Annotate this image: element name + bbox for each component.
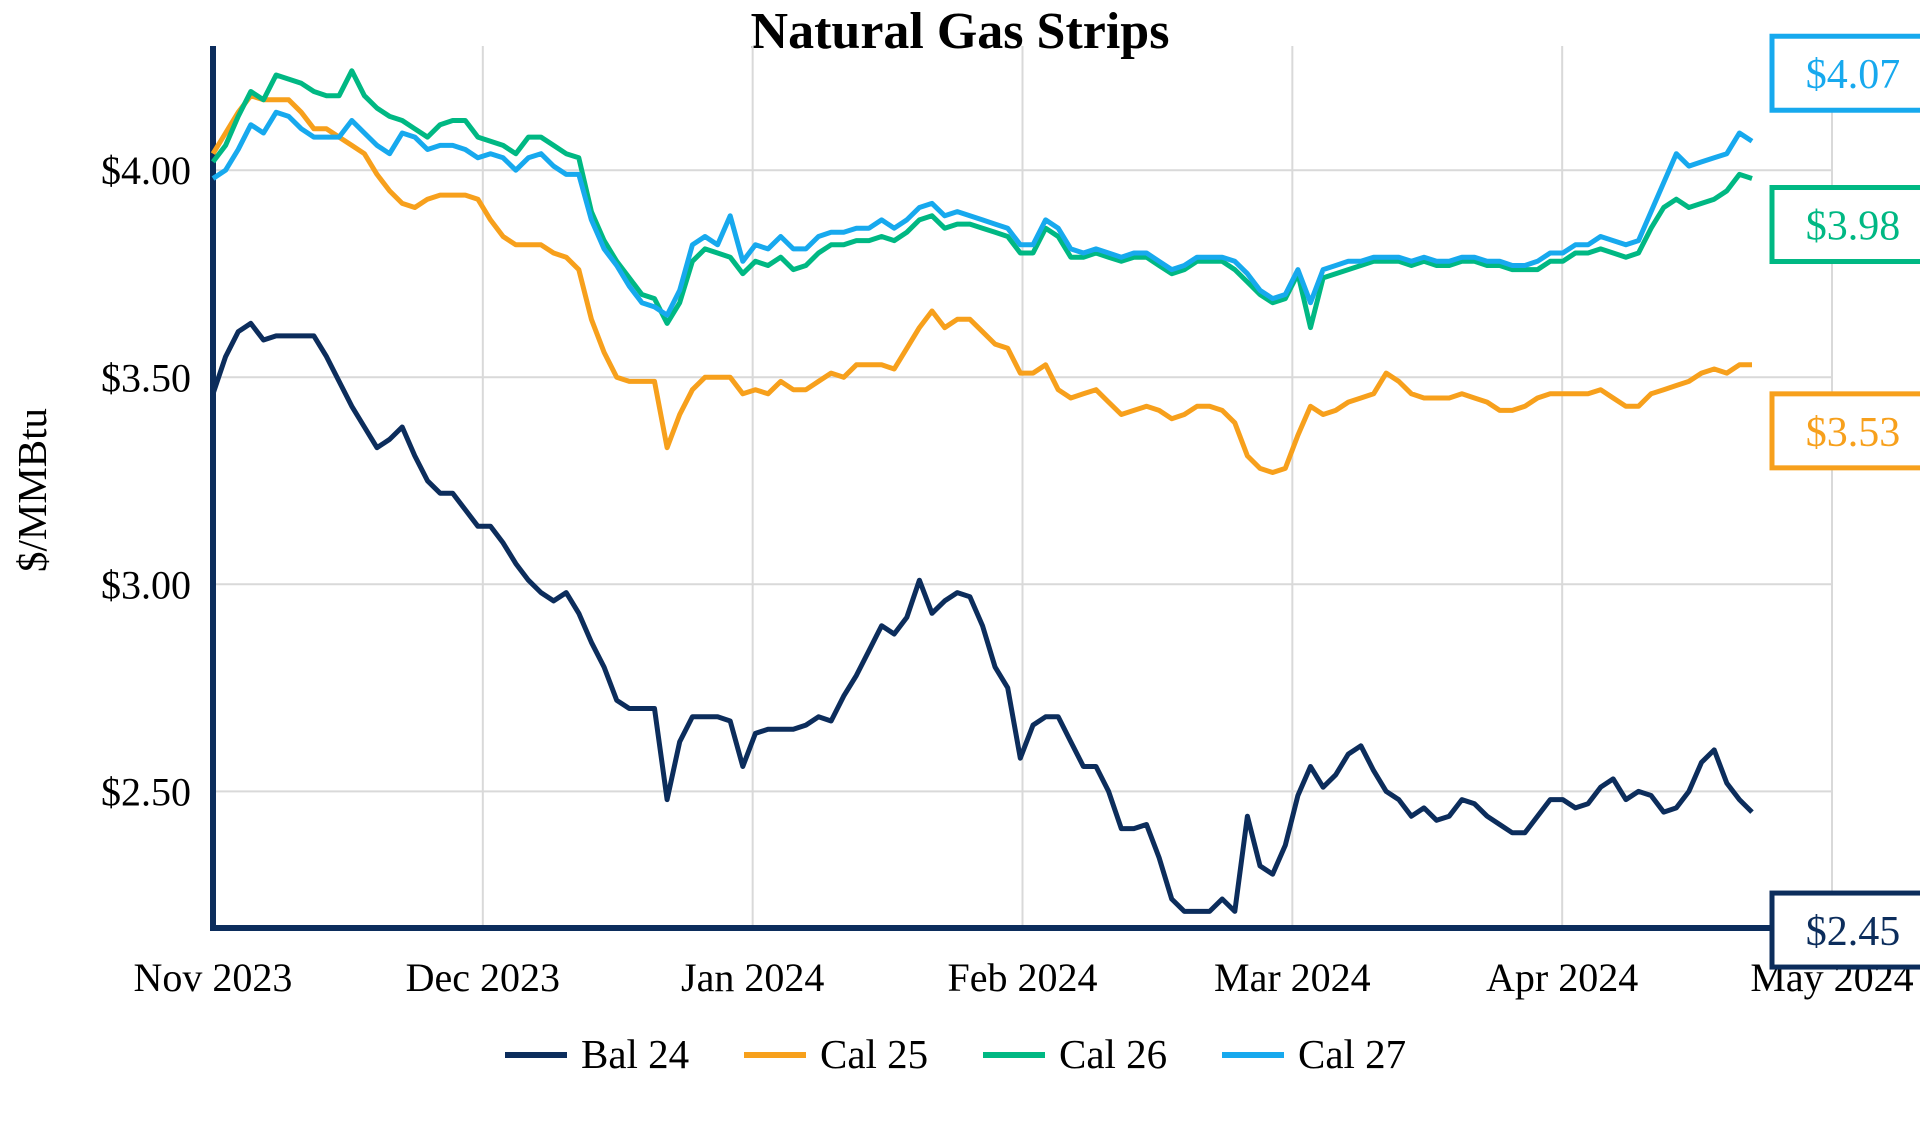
- callout-value-bal-24: $2.45: [1806, 909, 1901, 955]
- series-line-cal-26: [211, 68, 1753, 331]
- series-line-cal-27: [211, 109, 1754, 318]
- y-axis-title: $/MMBtu: [9, 408, 55, 572]
- page-title: Natural Gas Strips: [750, 3, 1170, 60]
- series-lines: [210, 68, 1754, 914]
- y-tick-label: $3.50: [101, 355, 191, 400]
- callout-box-cal-26: [1769, 185, 1920, 265]
- legend-item-bal-24[interactable]: Bal 24: [505, 1031, 689, 1077]
- plot-axes: [210, 46, 1832, 931]
- series-end-callouts: $2.45 $3.53 $3.98 $4.07: [1769, 33, 1920, 970]
- callout-box-bal-24: [1769, 890, 1920, 970]
- series-line-cal-25: [210, 93, 1752, 475]
- callout-value-cal-26: $3.98: [1806, 204, 1901, 250]
- legend-label: Cal 26: [1059, 1031, 1167, 1077]
- y-axis-tick-labels: $2.50 $3.00 $3.50 $4.00: [101, 148, 191, 814]
- legend-label: Bal 24: [581, 1031, 689, 1077]
- legend-item-cal-25[interactable]: Cal 25: [744, 1031, 928, 1077]
- x-tick-label: Mar 2024: [1214, 955, 1371, 1000]
- vertical-gridlines: [212, 46, 1833, 928]
- callout-box-cal-27: [1769, 33, 1920, 113]
- x-tick-label: Nov 2023: [134, 955, 293, 1000]
- y-tick-label: $2.50: [101, 769, 191, 814]
- x-axis-tick-labels: Nov 2023 Dec 2023 Jan 2024 Feb 2024 Mar 2024…: [134, 955, 1914, 1000]
- callout-value-cal-25: $3.53: [1806, 410, 1901, 456]
- callout-box-cal-25: [1769, 391, 1920, 471]
- legend-label: Cal 27: [1298, 1031, 1406, 1077]
- legend-label: Cal 25: [820, 1031, 928, 1077]
- callout-value-cal-27: $4.07: [1806, 52, 1901, 98]
- x-tick-label: Dec 2023: [406, 955, 560, 1000]
- x-tick-label: Jan 2024: [681, 955, 824, 1000]
- chart-legend: Bal 24 Cal 25 Cal 26 Cal 27: [505, 1031, 1406, 1077]
- y-tick-label: $3.00: [101, 562, 191, 607]
- x-tick-label: Feb 2024: [948, 955, 1098, 1000]
- x-tick-label: Apr 2024: [1486, 955, 1638, 1000]
- legend-item-cal-26[interactable]: Cal 26: [983, 1031, 1167, 1077]
- legend-item-cal-27[interactable]: Cal 27: [1222, 1031, 1406, 1077]
- y-tick-label: $4.00: [101, 148, 191, 193]
- series-line-bal-24: [210, 320, 1754, 914]
